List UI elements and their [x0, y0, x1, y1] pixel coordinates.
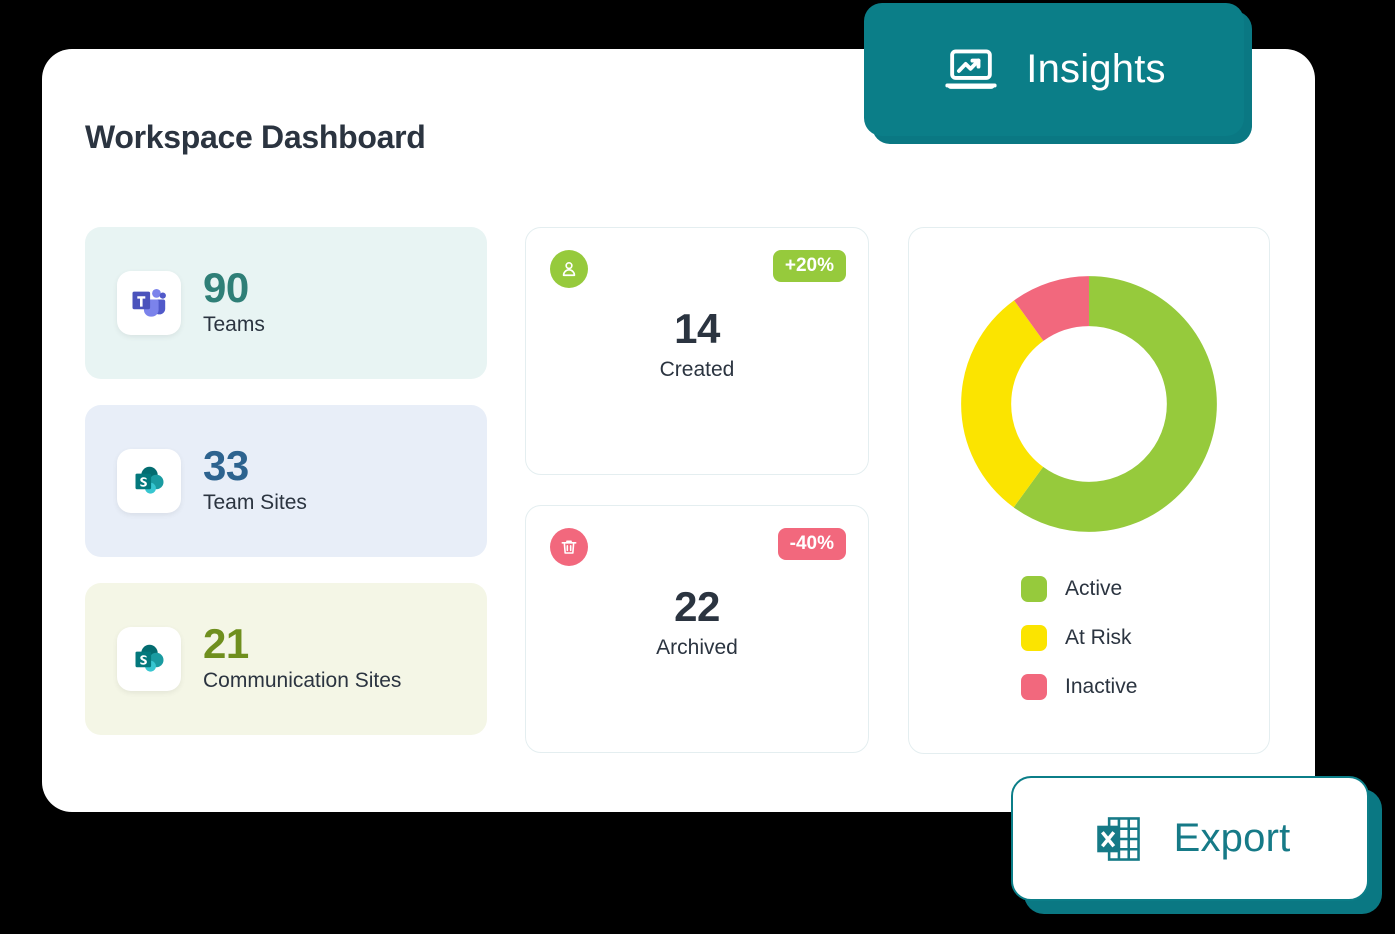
legend-label-at-risk: At Risk: [1065, 626, 1132, 649]
metric-label-created: Created: [659, 358, 735, 382]
legend-item-at-risk: At Risk: [1021, 625, 1137, 651]
stat-cards-column: 90 Teams 33 Team Sites: [85, 227, 487, 735]
metric-card-created[interactable]: +20% 14 Created: [525, 227, 869, 475]
metric-value-created: 14: [674, 305, 720, 352]
stat-value-communication-sites: 21: [203, 619, 249, 667]
legend-swatch-at-risk: [1021, 625, 1047, 651]
stat-value-teams: 90: [203, 263, 249, 311]
donut-chart-svg: [961, 276, 1217, 532]
metric-body-created: 14 Created: [526, 305, 868, 382]
stat-label-communication-sites: Communication Sites: [203, 668, 402, 692]
stat-label-team-sites: Team Sites: [203, 490, 307, 514]
legend-label-active: Active: [1065, 577, 1123, 600]
dashboard-panel: Workspace Dashboard 90 Teams: [42, 49, 1315, 812]
export-button-label: Export: [1173, 816, 1291, 860]
legend-swatch-active: [1021, 576, 1047, 602]
donut-segment-at-risk: [961, 276, 1217, 532]
legend-swatch-inactive: [1021, 674, 1047, 700]
status-chart-card: Active At Risk Inactive: [908, 227, 1270, 754]
stat-text-communication-sites: 21 Communication Sites: [203, 619, 402, 695]
icon-tile-teams: [117, 271, 181, 335]
metric-body-archived: 22 Archived: [526, 583, 868, 660]
donut-segment-inactive: [961, 276, 1217, 532]
metric-delta-created: +20%: [772, 250, 846, 282]
stat-card-team-sites[interactable]: 33 Team Sites: [85, 405, 487, 557]
sharepoint-icon: [135, 466, 164, 494]
trash-icon: [550, 528, 588, 566]
sharepoint-icon: [135, 644, 164, 672]
insights-button-label: Insights: [1026, 47, 1166, 91]
insights-button[interactable]: Insights: [864, 3, 1244, 136]
stat-card-teams[interactable]: 90 Teams: [85, 227, 487, 379]
stat-text-team-sites: 33 Team Sites: [203, 441, 307, 517]
metric-cards-column: +20% 14 Created -40% 22: [525, 227, 869, 753]
stat-label-teams: Teams: [203, 312, 265, 336]
icon-tile-team-sites: [117, 449, 181, 513]
legend-item-active: Active: [1021, 576, 1137, 602]
excel-icon: [1096, 816, 1140, 861]
laptop-chart-icon: [945, 48, 997, 89]
chart-legend: Active At Risk Inactive: [1021, 576, 1137, 700]
legend-label-inactive: Inactive: [1065, 675, 1138, 698]
microsoft-teams-icon: [132, 289, 166, 317]
export-button[interactable]: Export: [1011, 776, 1369, 901]
stat-text-teams: 90 Teams: [203, 263, 265, 339]
metric-card-archived[interactable]: -40% 22 Archived: [525, 505, 869, 753]
icon-tile-communication-sites: [117, 627, 181, 691]
chart-column: Active At Risk Inactive: [908, 227, 1270, 754]
donut-chart: [950, 265, 1228, 543]
page-title: Workspace Dashboard: [85, 119, 426, 155]
metric-label-archived: Archived: [656, 636, 738, 660]
metric-delta-archived: -40%: [777, 528, 846, 560]
user-icon: [550, 250, 588, 288]
stat-card-communication-sites[interactable]: 21 Communication Sites: [85, 583, 487, 735]
metric-value-archived: 22: [674, 583, 720, 630]
stat-value-team-sites: 33: [203, 441, 249, 489]
legend-item-inactive: Inactive: [1021, 674, 1137, 700]
